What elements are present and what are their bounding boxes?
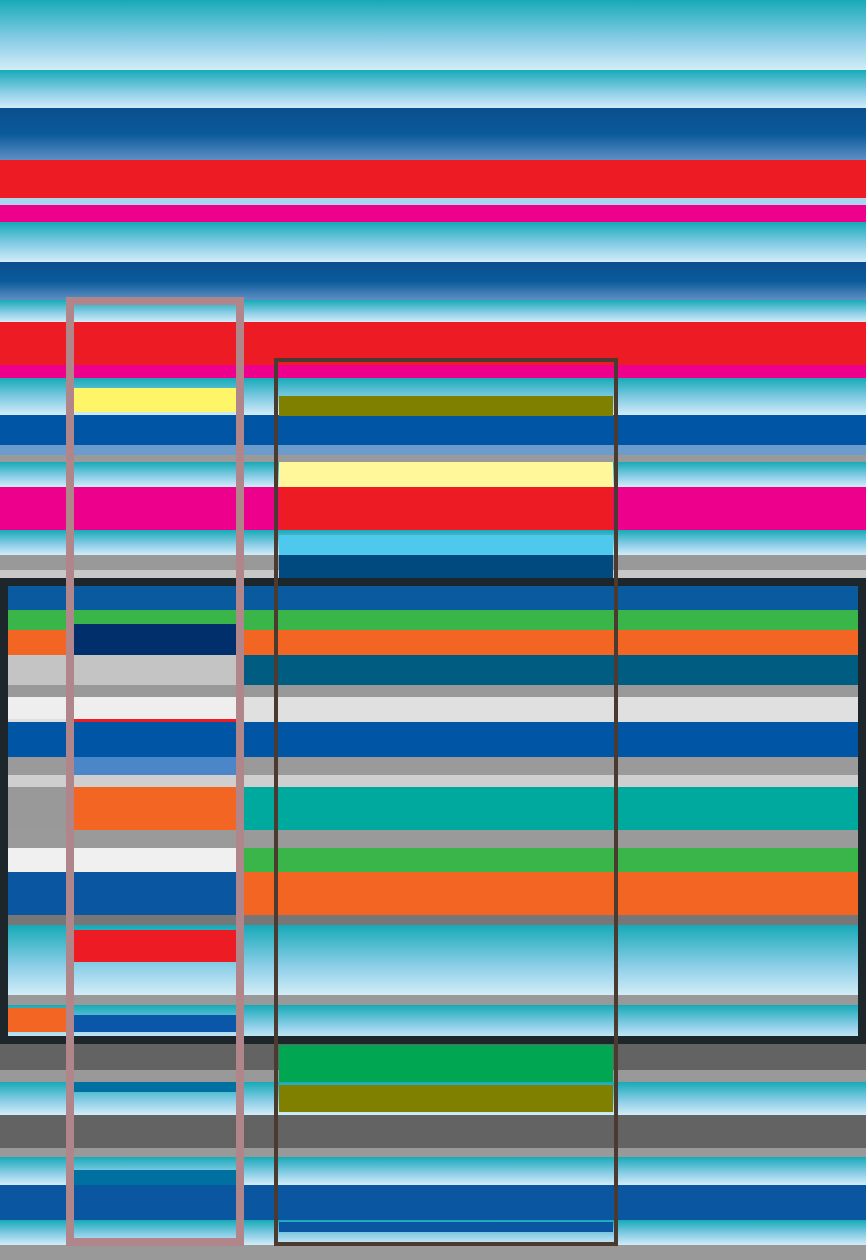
stripe bbox=[0, 160, 866, 198]
overlay bbox=[279, 462, 613, 487]
stripe bbox=[0, 1115, 866, 1148]
stripe bbox=[0, 995, 866, 1005]
stripe bbox=[0, 0, 866, 70]
overlay bbox=[279, 535, 613, 555]
overlay bbox=[279, 1085, 613, 1112]
frame bbox=[0, 578, 866, 1044]
stripe bbox=[0, 1245, 866, 1260]
stripe bbox=[0, 445, 866, 455]
stripe bbox=[0, 848, 244, 872]
stripe bbox=[0, 322, 866, 365]
stripe bbox=[0, 722, 866, 757]
stripe bbox=[0, 1148, 866, 1157]
stripe bbox=[0, 915, 866, 925]
overlay bbox=[74, 930, 236, 962]
frame bbox=[66, 297, 244, 1246]
overlay bbox=[279, 487, 613, 530]
overlay bbox=[279, 1045, 613, 1082]
stripe bbox=[0, 830, 866, 848]
overlay bbox=[279, 1222, 613, 1232]
stripe bbox=[0, 300, 866, 322]
stripe bbox=[0, 787, 74, 830]
frame bbox=[274, 358, 618, 1246]
overlay bbox=[74, 624, 236, 655]
overlay bbox=[74, 1015, 236, 1032]
stripe bbox=[0, 455, 866, 462]
overlay bbox=[0, 697, 244, 719]
overlay bbox=[279, 555, 613, 580]
stripe bbox=[0, 222, 866, 262]
stripe bbox=[0, 685, 866, 697]
overlay bbox=[74, 719, 236, 722]
overlay bbox=[74, 1170, 236, 1185]
stripe bbox=[0, 108, 866, 160]
overlay bbox=[74, 1082, 236, 1092]
overlay bbox=[74, 388, 236, 412]
overlay bbox=[74, 787, 236, 830]
overlay bbox=[74, 757, 236, 775]
overlay bbox=[0, 655, 244, 685]
stripe bbox=[0, 365, 866, 378]
stripe bbox=[0, 205, 866, 222]
stripe bbox=[0, 872, 244, 915]
overlay bbox=[279, 396, 613, 416]
stripe bbox=[0, 198, 866, 205]
stripe bbox=[0, 1008, 70, 1032]
stripe bbox=[0, 1185, 866, 1220]
stripe bbox=[0, 415, 866, 445]
stripe bbox=[0, 70, 866, 108]
stripe bbox=[0, 775, 866, 787]
stripe bbox=[0, 262, 866, 300]
